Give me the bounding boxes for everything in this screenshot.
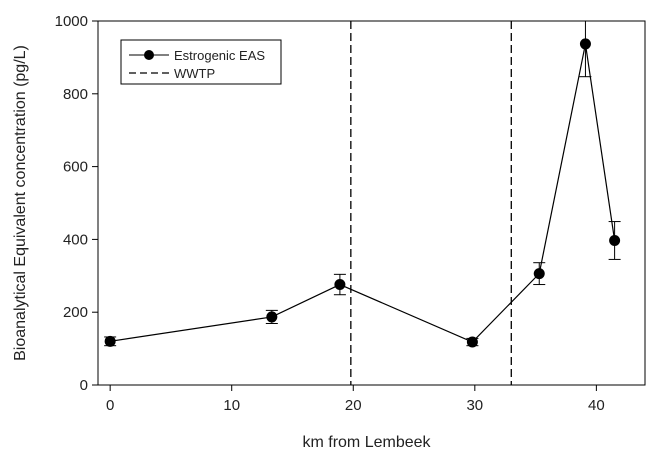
y-tick-label: 400 xyxy=(63,231,88,248)
y-tick-label: 1000 xyxy=(55,13,88,30)
x-tick-label: 30 xyxy=(466,397,483,414)
data-point xyxy=(609,234,621,246)
legend-label-wwtp: WWTP xyxy=(174,66,215,81)
legend: Estrogenic EAS WWTP xyxy=(120,39,282,85)
x-tick-label: 20 xyxy=(345,397,362,414)
y-tick-label: 200 xyxy=(63,304,88,321)
y-tick-label: 600 xyxy=(63,159,88,176)
x-tick-label: 10 xyxy=(223,397,240,414)
legend-label-estrogenic-eas: Estrogenic EAS xyxy=(174,48,265,63)
x-tick-label: 0 xyxy=(106,397,114,414)
data-point xyxy=(533,268,545,280)
legend-box xyxy=(120,39,282,85)
y-tick-label: 0 xyxy=(80,377,88,394)
x-tick-label: 40 xyxy=(588,397,605,414)
y-tick-label: 800 xyxy=(63,86,88,103)
data-point xyxy=(466,336,478,348)
plot-area xyxy=(97,20,646,386)
series-line xyxy=(110,43,616,343)
data-point xyxy=(579,38,591,50)
series-estrogenic-eas xyxy=(104,21,621,348)
wwtp-lines xyxy=(350,21,512,385)
y-axis: 0 200 400 600 800 1000 xyxy=(55,13,98,394)
data-point xyxy=(104,335,116,347)
data-point xyxy=(334,279,346,291)
x-axis-label: km from Lembeek xyxy=(302,434,431,451)
y-axis-label: Bioanalytical Equivalent concentration (… xyxy=(12,45,29,361)
x-axis: 0 10 20 30 40 xyxy=(106,385,605,414)
data-point xyxy=(266,311,278,323)
plot-frame xyxy=(97,20,646,386)
legend-marker-estrogenic-eas xyxy=(144,50,154,60)
